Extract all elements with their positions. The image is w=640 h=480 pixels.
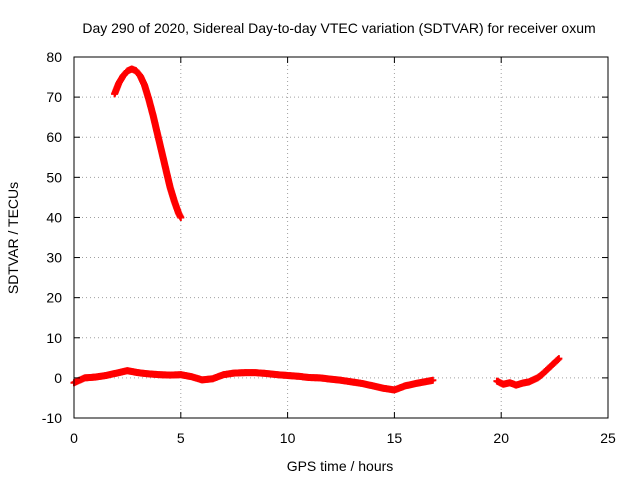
data-marker bbox=[554, 355, 562, 363]
data-points bbox=[70, 65, 563, 394]
y-tick-label: 10 bbox=[46, 330, 62, 346]
y-tick-label: 50 bbox=[46, 169, 62, 185]
y-tick-label: -10 bbox=[42, 410, 62, 426]
x-tick-label: 25 bbox=[600, 430, 616, 446]
chart-title: Day 290 of 2020, Sidereal Day-to-day VTE… bbox=[82, 20, 595, 36]
y-axis-label: SDTVAR / TECUs bbox=[5, 182, 21, 294]
y-tick-label: 30 bbox=[46, 250, 62, 266]
plot-frame bbox=[73, 56, 609, 419]
y-tick-label: 80 bbox=[46, 49, 62, 65]
x-tick-label: 0 bbox=[70, 430, 78, 446]
x-tick-label: 20 bbox=[493, 430, 509, 446]
y-tick-label: 60 bbox=[46, 129, 62, 145]
y-tick-label: 20 bbox=[46, 290, 62, 306]
x-tick-label: 10 bbox=[280, 430, 296, 446]
y-tick-label: 40 bbox=[46, 209, 62, 225]
y-tick-label: 70 bbox=[46, 89, 62, 105]
y-tick-label: 0 bbox=[54, 370, 62, 386]
data-marker bbox=[428, 376, 436, 384]
data-marker bbox=[176, 212, 184, 220]
x-tick-label: 5 bbox=[177, 430, 185, 446]
x-axis-label: GPS time / hours bbox=[287, 458, 394, 474]
x-tick-label: 15 bbox=[387, 430, 403, 446]
axis-ticks: 0 5 10 15 20 25 -10 0 10 20 30 40 50 60 70 80 bbox=[42, 49, 616, 446]
